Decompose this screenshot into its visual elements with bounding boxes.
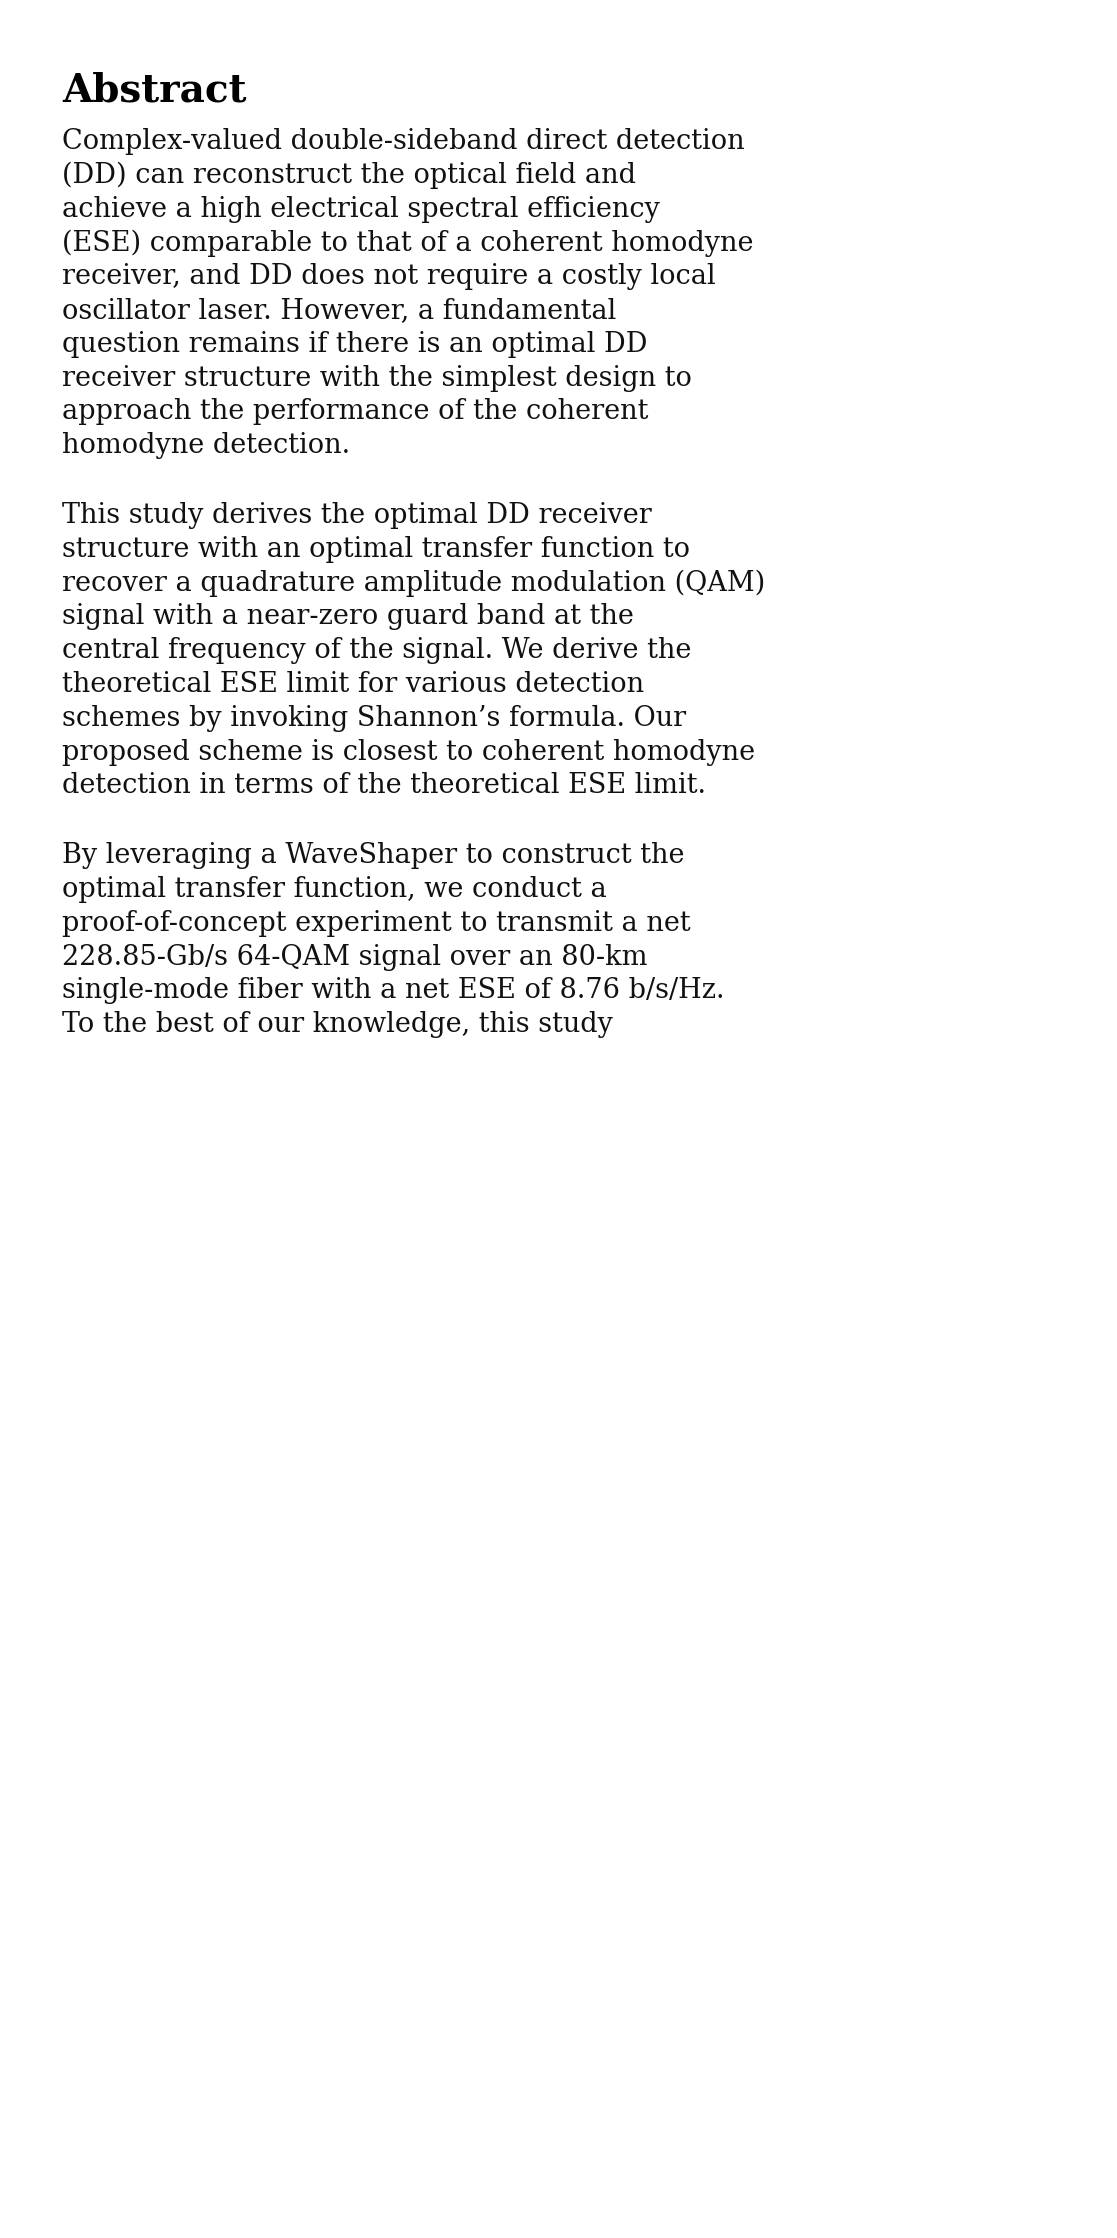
Text: 228.85-Gb/s 64-QAM signal over an 80-km: 228.85-Gb/s 64-QAM signal over an 80-km — [63, 944, 648, 971]
Text: central frequency of the signal. We derive the: central frequency of the signal. We deri… — [63, 638, 691, 665]
Text: Abstract: Abstract — [63, 72, 247, 110]
Text: To the best of our knowledge, this study: To the best of our knowledge, this study — [63, 1012, 613, 1038]
Text: recover a quadrature amplitude modulation (QAM): recover a quadrature amplitude modulatio… — [63, 571, 765, 598]
Text: detection in terms of the theoretical ESE limit.: detection in terms of the theoretical ES… — [63, 772, 706, 799]
Text: proposed scheme is closest to coherent homodyne: proposed scheme is closest to coherent h… — [63, 739, 755, 765]
Text: structure with an optimal transfer function to: structure with an optimal transfer funct… — [63, 535, 690, 562]
Text: optimal transfer function, we conduct a: optimal transfer function, we conduct a — [63, 875, 607, 902]
Text: question remains if there is an optimal DD: question remains if there is an optimal … — [63, 331, 648, 358]
Text: receiver, and DD does not require a costly local: receiver, and DD does not require a cost… — [63, 264, 716, 291]
Text: receiver structure with the simplest design to: receiver structure with the simplest des… — [63, 365, 691, 392]
Text: This study derives the optimal DD receiver: This study derives the optimal DD receiv… — [63, 501, 651, 528]
Text: oscillator laser. However, a fundamental: oscillator laser. However, a fundamental — [63, 298, 617, 325]
Text: approach the performance of the coherent: approach the performance of the coherent — [63, 398, 648, 425]
Text: (DD) can reconstruct the optical field and: (DD) can reconstruct the optical field a… — [63, 161, 636, 190]
Text: proof-of-concept experiment to transmit a net: proof-of-concept experiment to transmit … — [63, 911, 690, 938]
Text: homodyne detection.: homodyne detection. — [63, 432, 350, 459]
Text: single-mode fiber with a net ESE of 8.76 b/s/Hz.: single-mode fiber with a net ESE of 8.76… — [63, 978, 725, 1005]
Text: achieve a high electrical spectral efficiency: achieve a high electrical spectral effic… — [63, 195, 660, 222]
Text: signal with a near-zero guard band at the: signal with a near-zero guard band at th… — [63, 604, 633, 631]
Text: Complex-valued double-sideband direct detection: Complex-valued double-sideband direct de… — [63, 128, 745, 154]
Text: theoretical ESE limit for various detection: theoretical ESE limit for various detect… — [63, 671, 645, 698]
Text: schemes by invoking Shannon’s formula. Our: schemes by invoking Shannon’s formula. O… — [63, 705, 686, 732]
Text: (ESE) comparable to that of a coherent homodyne: (ESE) comparable to that of a coherent h… — [63, 231, 754, 257]
Text: By leveraging a WaveShaper to construct the: By leveraging a WaveShaper to construct … — [63, 841, 685, 868]
